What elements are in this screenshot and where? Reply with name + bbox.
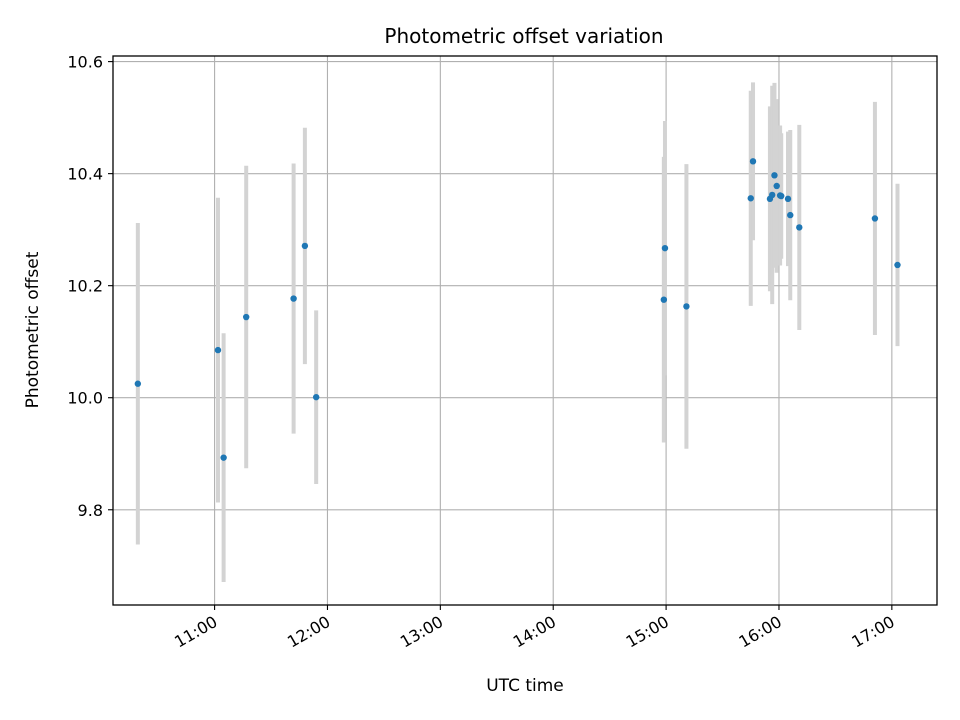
data-point <box>301 242 309 250</box>
data-point <box>769 191 776 199</box>
data-point <box>312 393 320 401</box>
data-point <box>134 380 142 387</box>
data-point <box>778 192 785 200</box>
data-point <box>220 454 227 461</box>
data-point <box>871 215 879 222</box>
y-tick-label: 9.8 <box>78 501 103 520</box>
data-point <box>214 346 222 354</box>
data-point <box>773 182 780 190</box>
data-points <box>134 158 901 461</box>
x-axis-title: UTC time <box>486 676 564 696</box>
y-tick-label: 10.2 <box>67 277 103 296</box>
data-point <box>660 296 668 303</box>
data-point <box>784 195 792 203</box>
y-tick-label: 10.0 <box>67 389 103 408</box>
data-point <box>787 211 794 219</box>
data-point <box>771 172 778 179</box>
data-point <box>749 158 757 165</box>
y-axis-ticks: 9.8 10.0 10.2 10.4 10.6 <box>67 53 113 520</box>
y-axis-title: Photometric offset <box>23 251 43 408</box>
chart-title: Photometric offset variation <box>384 24 663 48</box>
data-point <box>242 313 250 321</box>
data-point <box>894 261 901 269</box>
data-point <box>796 224 803 231</box>
data-point <box>290 295 297 302</box>
y-tick-label: 10.6 <box>67 53 103 72</box>
data-point <box>747 195 754 202</box>
y-tick-label: 10.4 <box>67 165 103 184</box>
data-point <box>683 303 690 310</box>
data-point <box>661 244 669 252</box>
axes-frame <box>112 55 938 606</box>
